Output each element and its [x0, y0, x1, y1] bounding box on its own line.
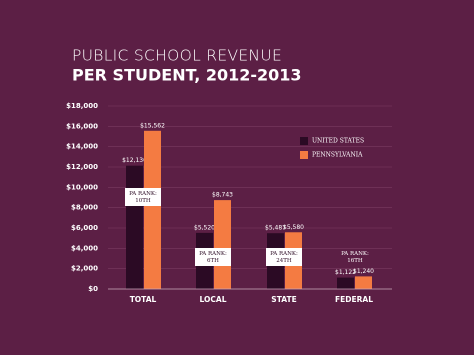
legend-swatch: [300, 137, 308, 145]
value-label: $5,520: [194, 224, 215, 231]
rank-label: 10TH: [135, 198, 151, 204]
chart-title: PUBLIC SCHOOL REVENUE: [72, 47, 282, 65]
value-label: $15,562: [140, 122, 165, 129]
legend-label: UNITED STATES: [312, 138, 364, 145]
x-tick-label: FEDERAL: [335, 295, 373, 304]
bar: [144, 130, 161, 289]
chart-subtitle: PER STUDENT, 2012-2013: [72, 66, 302, 85]
rank-box: [125, 188, 161, 206]
rank-label: 6TH: [207, 258, 219, 264]
bar: [337, 277, 354, 289]
bar: [126, 165, 143, 289]
y-tick-label: $8,000: [71, 204, 98, 212]
value-label: $1,240: [353, 268, 374, 275]
y-tick-label: $18,000: [66, 102, 98, 110]
bar: [214, 200, 231, 289]
value-label: $8,743: [212, 192, 233, 199]
y-tick-label: $10,000: [66, 183, 98, 191]
y-tick-label: $14,000: [66, 143, 98, 151]
y-tick-label: $6,000: [71, 224, 98, 232]
value-label: $5,487: [265, 225, 286, 232]
rank-label: PA RANK:: [270, 251, 298, 257]
value-label: $1,122: [335, 269, 356, 276]
value-label: $12,130: [122, 157, 147, 164]
x-tick-label: STATE: [271, 295, 296, 304]
bar: [355, 276, 372, 289]
y-tick-label: $0: [88, 285, 98, 293]
y-tick-label: $2,000: [71, 265, 98, 273]
y-tick-label: $16,000: [66, 122, 98, 130]
y-tick-label: $12,000: [66, 163, 98, 171]
x-tick-label: LOCAL: [200, 295, 227, 304]
legend-swatch: [300, 151, 308, 159]
rank-label: 24TH: [276, 258, 292, 264]
legend-label: PENNSYLVANIA: [312, 152, 363, 159]
y-tick-label: $4,000: [71, 244, 98, 252]
rank-box: [266, 248, 302, 266]
rank-label: PA RANK:: [199, 251, 227, 257]
x-tick-label: TOTAL: [130, 295, 157, 304]
rank-label: 16TH: [347, 258, 363, 264]
rank-label: PA RANK:: [129, 191, 157, 197]
value-label: $5,580: [283, 224, 304, 231]
rank-box: [195, 248, 231, 266]
rank-label: PA RANK:: [341, 251, 369, 257]
